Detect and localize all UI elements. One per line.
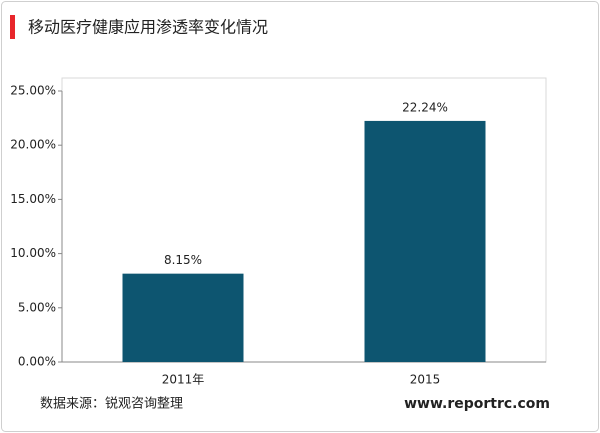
data-label: 22.24% [402, 100, 448, 114]
y-tick-label: 10.00% [10, 246, 56, 260]
chart-title: 移动医疗健康应用渗透率变化情况 [28, 18, 268, 37]
website: www.reportrc.com [404, 396, 550, 412]
y-tick-label: 15.00% [10, 192, 56, 206]
source-note: 数据来源：锐观咨询整理 [40, 397, 183, 412]
y-tick-label: 25.00% [10, 84, 56, 98]
bar [122, 273, 244, 362]
bar [364, 120, 486, 363]
x-tick-label: 2011年 [162, 373, 205, 387]
title-accent [10, 15, 15, 39]
x-tick-label: 2015 [410, 373, 441, 387]
y-tick-label: 5.00% [18, 300, 56, 314]
data-label: 8.15% [164, 253, 202, 267]
y-tick-label: 0.00% [18, 355, 56, 369]
y-tick-label: 20.00% [10, 138, 56, 152]
